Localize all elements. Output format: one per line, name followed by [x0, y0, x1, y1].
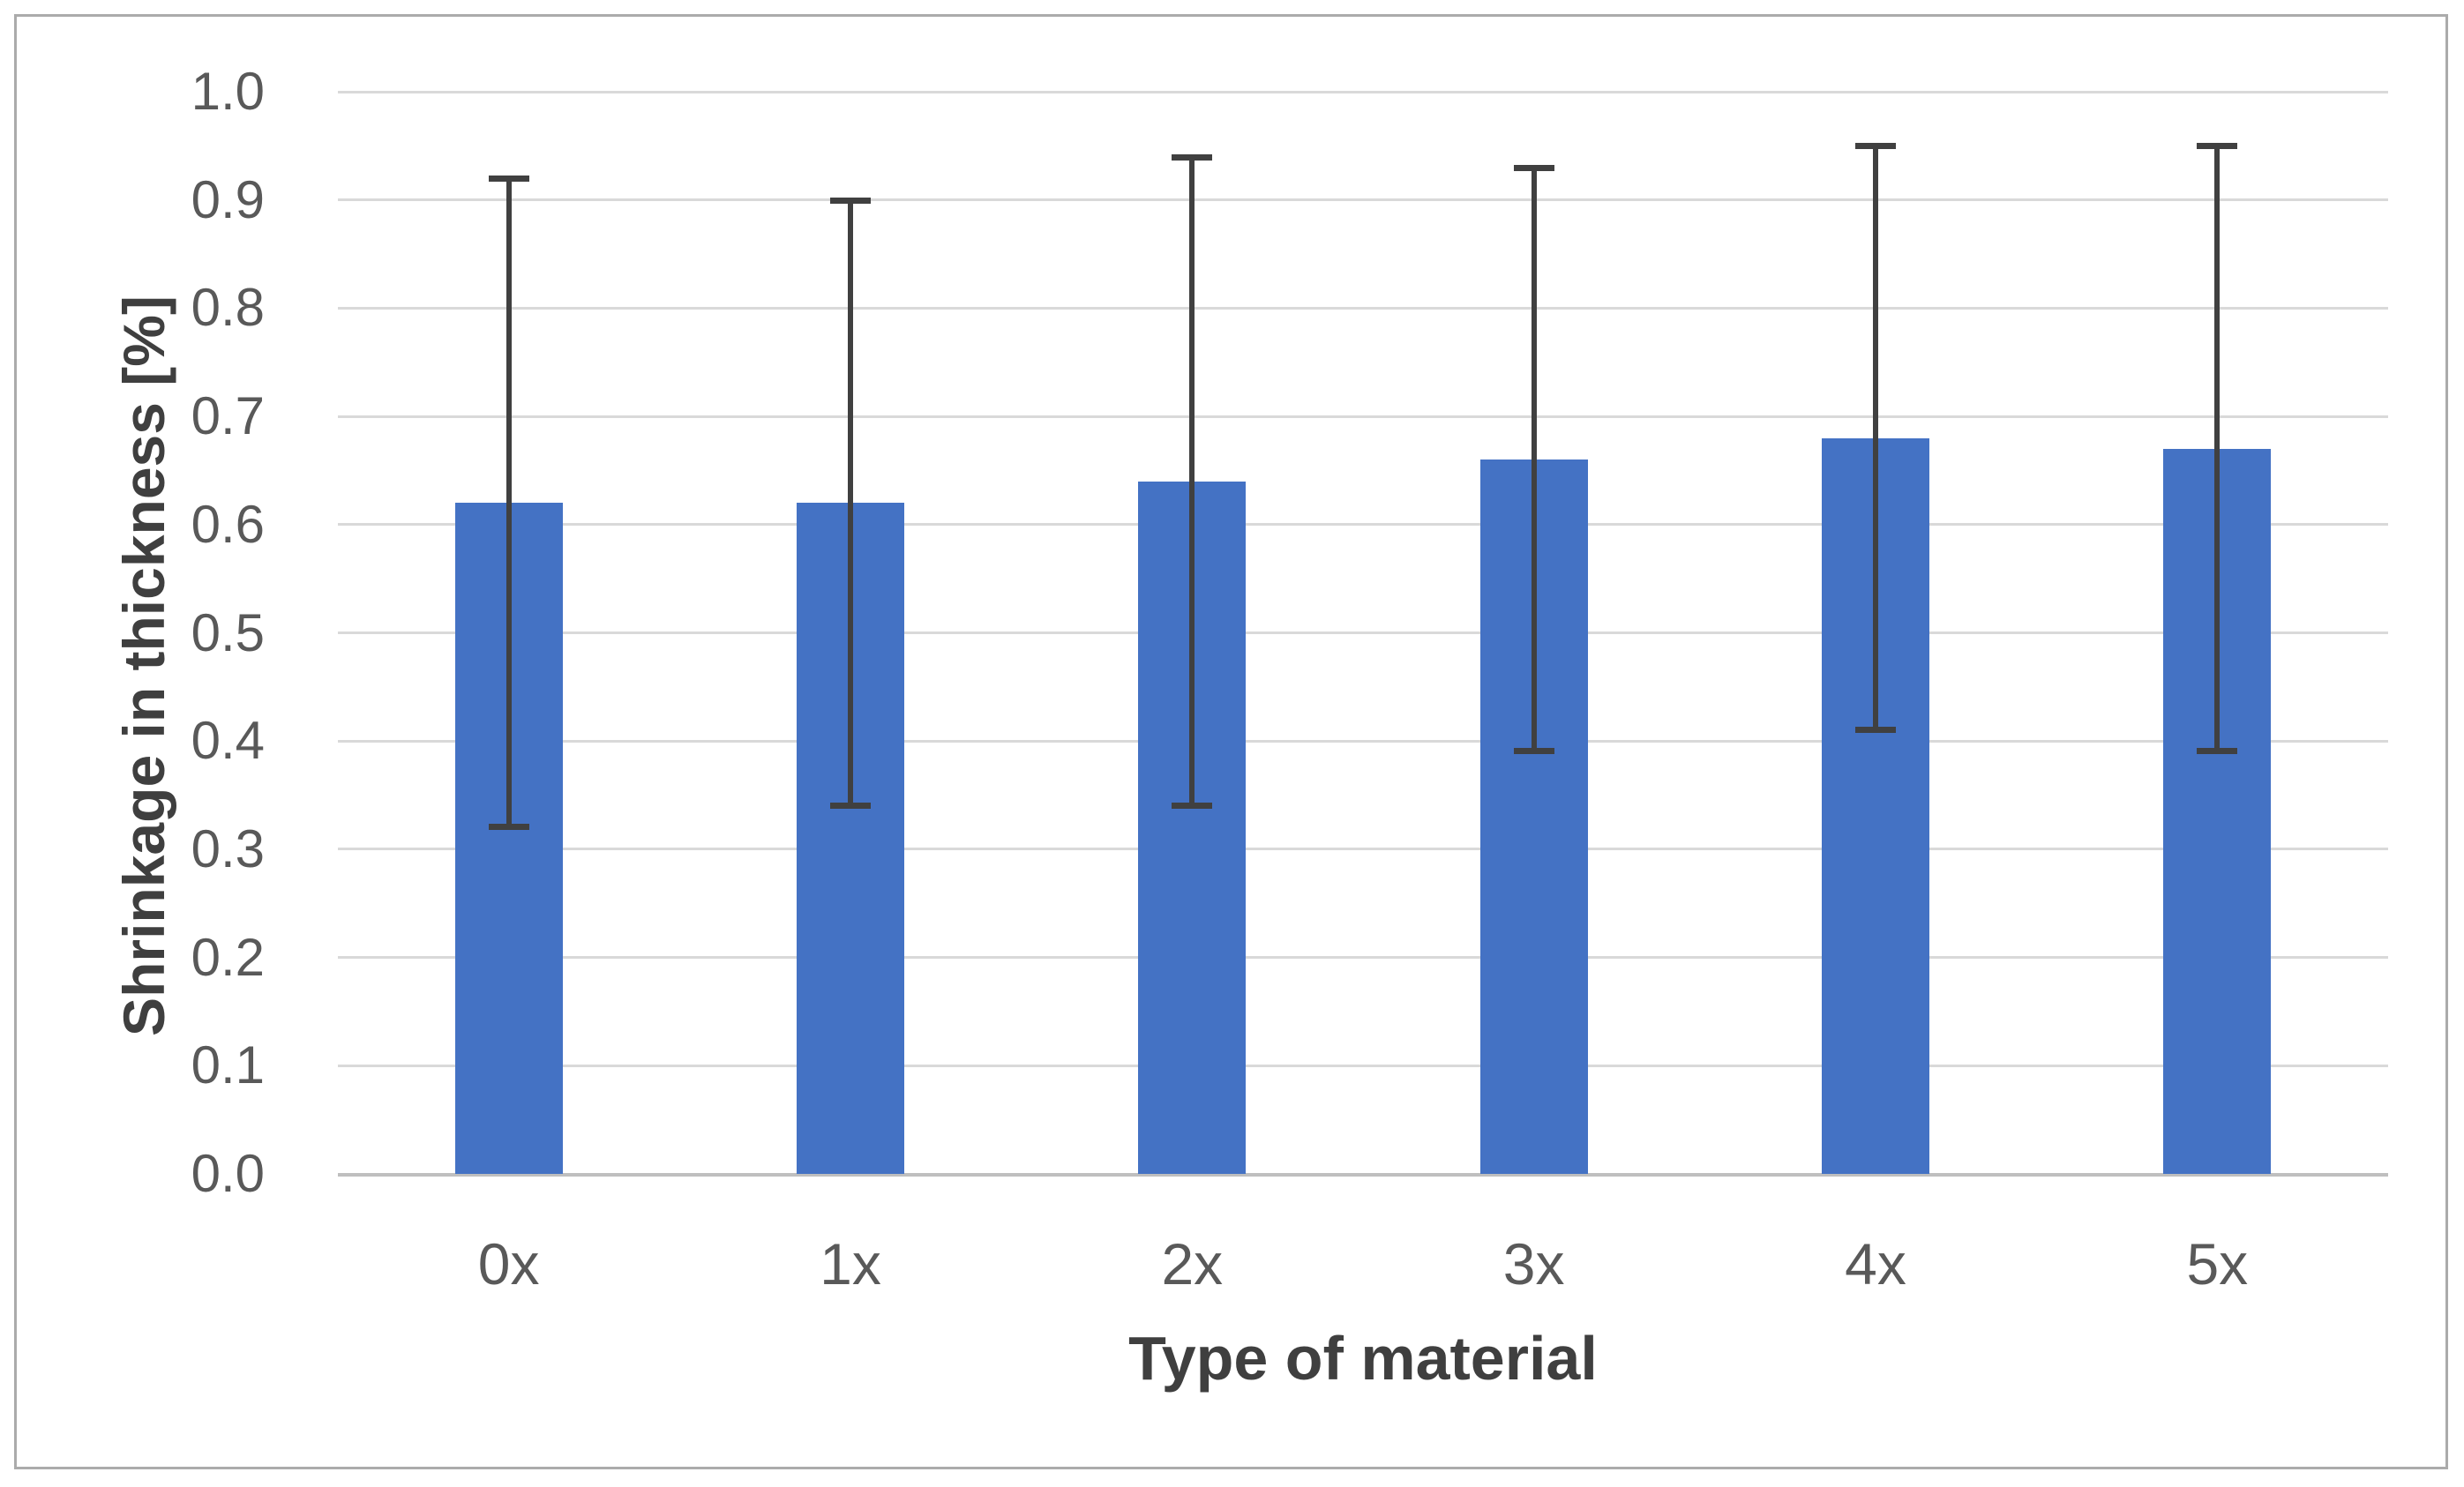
error-bar-cap-bottom	[830, 802, 871, 809]
error-bar-cap-top	[1513, 164, 1554, 171]
x-tick-label: 0x	[477, 1231, 540, 1296]
x-tick-label: 5x	[2186, 1231, 2249, 1296]
gridline	[338, 739, 2388, 743]
y-tick-label: 0.4	[191, 711, 265, 771]
y-tick-label: 1.0	[191, 62, 265, 121]
error-bar-cap-bottom	[1855, 726, 1896, 733]
error-bar-cap-top	[1855, 143, 1896, 150]
y-tick-label: 0.2	[191, 927, 265, 987]
error-bar-cap-top	[830, 197, 871, 204]
x-tick-label: 3x	[1502, 1231, 1565, 1296]
gridline	[338, 956, 2388, 960]
gridline	[338, 1064, 2388, 1067]
y-tick-label: 0.6	[191, 494, 265, 554]
y-tick-label: 0.3	[191, 818, 265, 878]
y-tick-label: 0.7	[191, 386, 265, 446]
y-tick-label: 0.9	[191, 169, 265, 229]
error-bar-line	[848, 199, 853, 806]
error-bar-cap-top	[1172, 153, 1213, 161]
y-tick-label: 0.0	[191, 1144, 265, 1203]
error-bar-line	[1873, 146, 1878, 730]
x-tick-label: 1x	[820, 1231, 881, 1296]
x-tick-label: 4x	[1845, 1231, 1906, 1296]
gridline	[338, 90, 2388, 93]
y-tick-label: 0.5	[191, 602, 265, 662]
x-tick-label: 2x	[1161, 1231, 1224, 1296]
gridline	[338, 631, 2388, 634]
error-bar-line	[506, 178, 512, 828]
error-bar-line	[2214, 146, 2221, 752]
gridline	[338, 198, 2388, 202]
x-axis-line	[338, 1172, 2388, 1177]
x-axis-title: Type of material	[1128, 1324, 1598, 1393]
error-bar-cap-bottom	[488, 824, 529, 831]
error-bar-cap-bottom	[1513, 748, 1554, 755]
y-tick-label: 0.1	[191, 1035, 265, 1095]
gridline	[338, 848, 2388, 851]
error-bar-line	[1531, 167, 1537, 752]
gridline	[338, 415, 2388, 418]
y-tick-label: 0.8	[191, 278, 265, 338]
gridline	[338, 306, 2388, 310]
error-bar-line	[1189, 156, 1195, 806]
error-bar-cap-bottom	[2197, 748, 2238, 755]
error-bar-cap-top	[488, 176, 529, 183]
gridline	[338, 523, 2388, 527]
error-bar-cap-bottom	[1172, 802, 1213, 809]
error-bar-cap-top	[2197, 143, 2238, 150]
